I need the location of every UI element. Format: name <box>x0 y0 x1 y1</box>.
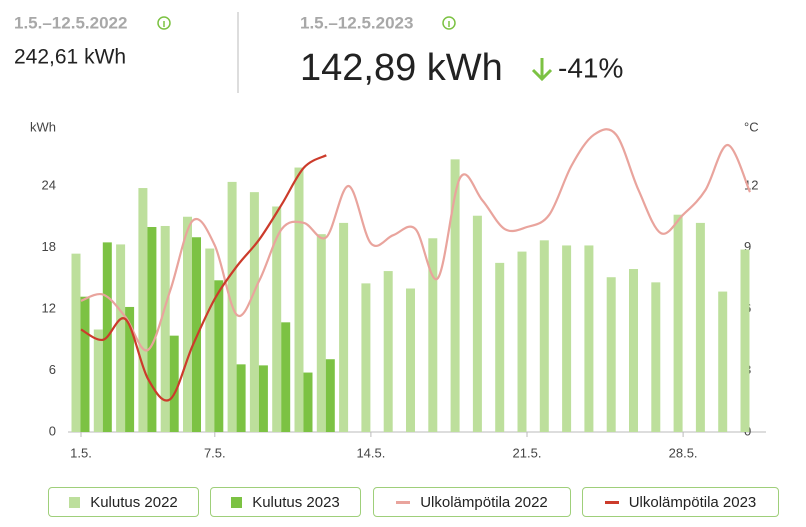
bar <box>294 167 304 433</box>
bar <box>562 245 572 432</box>
x-tick-label: 14.5. <box>356 445 385 460</box>
legend-item[interactable]: Ulkolämpötila 2022 <box>373 487 571 517</box>
x-tick-label: 28.5. <box>669 445 698 460</box>
bar <box>695 222 705 432</box>
bar <box>383 271 393 432</box>
y2-tick-label: 9 <box>744 239 751 254</box>
bar <box>539 240 549 432</box>
legend-label: Kulutus 2022 <box>90 493 178 511</box>
y-tick-label: 24 <box>42 177 56 192</box>
bar <box>71 253 81 432</box>
bar <box>93 329 103 432</box>
y-tick-label: 12 <box>42 300 56 315</box>
bar <box>718 291 728 432</box>
bar <box>606 277 616 432</box>
right-value: 142,89 kWh <box>300 47 503 89</box>
y-tick-label: 6 <box>49 362 56 377</box>
left-period: 1.5.–12.5.2022 <box>14 13 127 32</box>
bar <box>249 192 259 432</box>
bar <box>472 215 482 432</box>
bar <box>339 222 349 432</box>
bar <box>147 227 157 432</box>
bar <box>272 206 282 432</box>
right-period: 1.5.–12.5.2023 <box>300 13 413 32</box>
bar <box>673 214 683 432</box>
legend-item[interactable]: Ulkolämpötila 2023 <box>582 487 779 517</box>
bar <box>281 322 291 432</box>
x-tick-label: 1.5. <box>70 445 92 460</box>
bar <box>258 365 268 432</box>
bar <box>629 269 638 432</box>
legend-item[interactable]: Kulutus 2023 <box>210 487 361 517</box>
bar <box>125 306 135 432</box>
legend-item[interactable]: Kulutus 2022 <box>48 487 199 517</box>
bar <box>651 282 661 432</box>
bar <box>116 244 126 432</box>
y2-axis-label: °C <box>744 119 759 134</box>
bar <box>205 248 215 432</box>
change: -41% <box>558 52 623 83</box>
legend-label: Ulkolämpötila 2022 <box>420 493 548 511</box>
bar <box>740 249 750 432</box>
bar <box>584 245 594 432</box>
y-tick-label: 18 <box>42 239 56 254</box>
y-tick-label: 0 <box>49 423 56 438</box>
bar <box>303 372 313 432</box>
bar <box>169 335 179 432</box>
bar <box>80 296 90 432</box>
down-arrow <box>531 58 553 82</box>
bar <box>428 238 438 432</box>
bar <box>183 216 192 432</box>
legend-swatch <box>69 496 81 508</box>
temperature-line <box>80 154 327 402</box>
bar <box>316 234 326 432</box>
bar <box>236 364 246 432</box>
bar <box>495 262 505 432</box>
y-axis-label: kWh <box>30 119 56 134</box>
bar <box>160 225 170 432</box>
legend-label: Ulkolämpötila 2023 <box>628 493 757 511</box>
x-tick-label: 7.5. <box>204 445 226 460</box>
left-value: 242,61 kWh <box>14 46 126 69</box>
bar <box>361 283 371 432</box>
bar <box>517 251 527 432</box>
legend-swatch <box>396 500 411 504</box>
bar <box>450 159 460 432</box>
legend-swatch <box>231 496 243 508</box>
info-icon[interactable] <box>442 16 456 30</box>
legend-swatch <box>604 500 619 504</box>
x-tick-label: 21.5. <box>513 445 542 460</box>
temperature-line <box>80 128 752 352</box>
bar <box>138 188 148 432</box>
bar <box>325 359 335 432</box>
legend-label: Kulutus 2023 <box>252 493 340 511</box>
bar <box>214 280 224 432</box>
info-icon[interactable] <box>157 16 171 30</box>
bar <box>406 288 415 432</box>
